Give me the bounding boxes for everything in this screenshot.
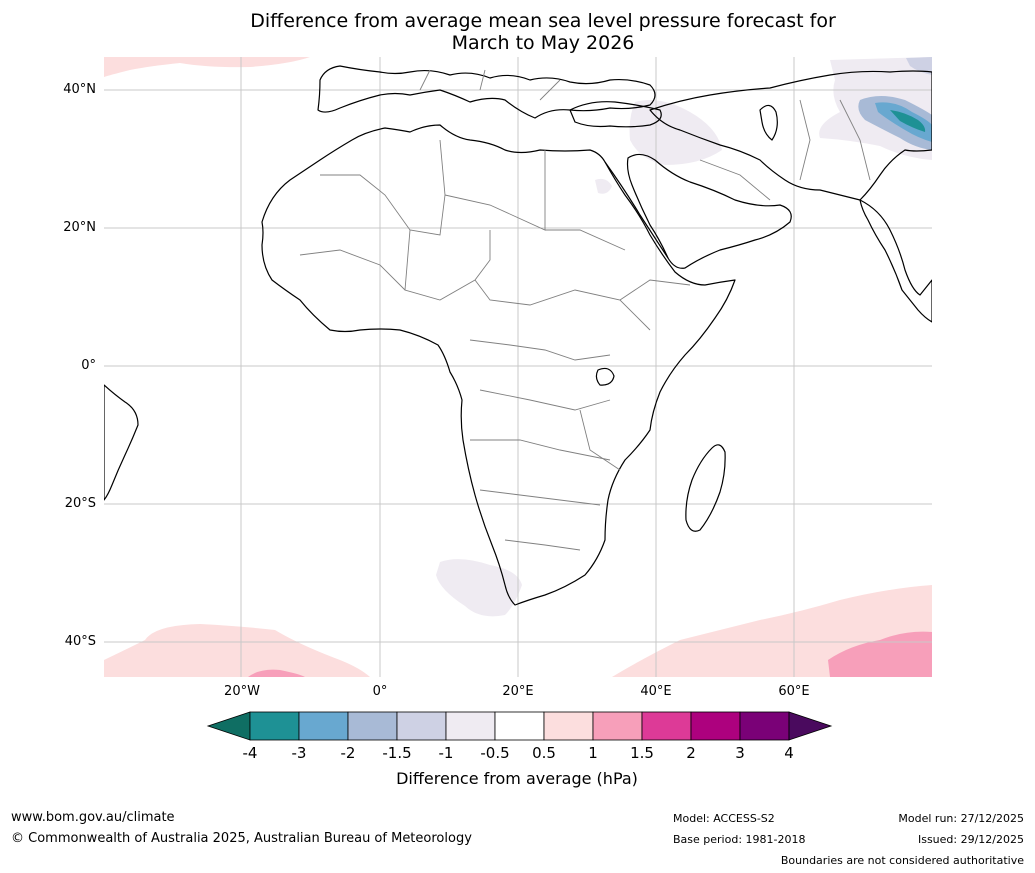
colorbar-tick: -4: [242, 744, 258, 762]
lon-label-20w: 20°W: [224, 684, 260, 699]
lon-label-60e: 60°E: [778, 684, 810, 699]
colorbar-cell: [445, 711, 496, 741]
colorbar-tick: -3: [291, 744, 307, 762]
colorbar-cell: [298, 711, 349, 741]
title-line-2: March to May 2026: [451, 32, 635, 54]
country-borders: [299, 69, 871, 551]
footer-website[interactable]: www.bom.gov.au/climate: [11, 810, 175, 825]
arabia-outline: [626, 153, 792, 269]
africa-outline: [261, 124, 736, 606]
colorbar-tick: -0.5: [480, 744, 510, 762]
asia-outline: [649, 70, 932, 201]
anomaly-shading: [104, 57, 932, 677]
lon-label-20e: 20°E: [502, 684, 534, 699]
lat-label-20n: 20°N: [63, 220, 96, 235]
colorbar-tick: 1.5: [630, 744, 654, 762]
colorbar-cell: [543, 711, 594, 741]
title-line-1: Difference from average mean sea level p…: [250, 10, 836, 32]
lat-label-20s: 20°S: [64, 496, 96, 511]
land-outlines: [104, 65, 932, 606]
footer-disclaimer: Boundaries are not considered authoritat…: [780, 854, 1024, 867]
colorbar-cell: [249, 711, 300, 741]
europe-outline: [317, 65, 656, 119]
lat-label-0: 0°: [81, 358, 96, 373]
chart-title: Difference from average mean sea level p…: [0, 10, 1035, 54]
colorbar-cell: [739, 711, 790, 741]
colorbar-cell: [347, 711, 398, 741]
lat-label-40s: 40°S: [64, 634, 96, 649]
footer-model-run: Model run: 27/12/2025: [898, 812, 1024, 825]
colorbar: [206, 711, 833, 741]
graticule: [104, 57, 932, 677]
anomaly-pink-south-atlantic: [104, 624, 370, 677]
footer-model: Model: ACCESS-S2: [673, 812, 775, 825]
anomaly-lavender-south-africa: [436, 559, 522, 617]
footer-base-period: Base period: 1981-2018: [673, 833, 806, 846]
lon-label-0: 0°: [372, 684, 388, 699]
colorbar-tick: -1.5: [382, 744, 412, 762]
footer-copyright: © Commonwealth of Australia 2025, Austra…: [11, 831, 472, 846]
colorbar-tick: 0.5: [532, 744, 556, 762]
india-outline: [859, 199, 932, 323]
colorbar-cell: [690, 711, 741, 741]
colorbar-cell: [494, 711, 545, 741]
lat-label-40n: 40°N: [63, 82, 96, 97]
colorbar-tick: 2: [686, 744, 696, 762]
south-america-outline: [104, 384, 139, 501]
colorbar-tick: 1: [588, 744, 598, 762]
lon-label-40e: 40°E: [640, 684, 672, 699]
colorbar-cell: [396, 711, 447, 741]
colorbar-cell: [592, 711, 643, 741]
footer-issued: Issued: 29/12/2025: [917, 833, 1024, 846]
anomaly-lavender-middle-east: [629, 99, 722, 165]
colorbar-tick: 4: [784, 744, 794, 762]
anomaly-pink-north-atlantic: [104, 57, 310, 77]
colorbar-tick: -1: [438, 744, 454, 762]
colorbar-tick: 3: [735, 744, 745, 762]
anomaly-magenta-south-indian: [828, 631, 932, 677]
madagascar-outline: [685, 444, 726, 532]
colorbar-tick: -2: [340, 744, 356, 762]
colorbar-extend-high: [788, 711, 833, 741]
colorbar-extend-low: [206, 711, 251, 741]
colorbar-cell: [641, 711, 692, 741]
colorbar-label: Difference from average (hPa): [396, 769, 638, 788]
